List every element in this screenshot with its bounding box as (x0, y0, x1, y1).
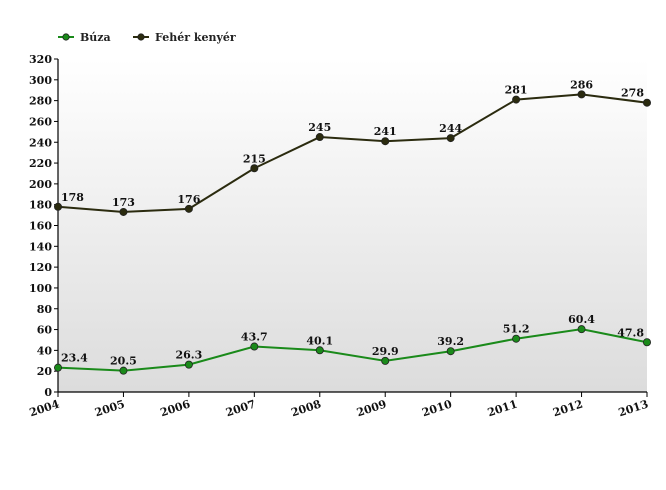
data-label: 278 (621, 87, 644, 100)
x-tick-label: 2013 (617, 397, 650, 419)
data-point (446, 134, 455, 143)
y-tick-label: 120 (29, 261, 52, 274)
data-point (54, 363, 63, 372)
data-label: 43.7 (241, 331, 268, 344)
data-point (184, 204, 193, 213)
data-label: 39.2 (437, 335, 464, 348)
series-line (57, 328, 648, 372)
y-tick-label: 160 (29, 220, 52, 233)
x-tick-label: 2010 (420, 397, 453, 419)
data-label: 20.5 (110, 355, 137, 368)
y-tick-label: 260 (29, 115, 52, 128)
x-tick-label: 2012 (551, 397, 584, 419)
plot-area (58, 59, 647, 392)
series-layer: 23.4 20.5 26.3 43.7 40.1 29.9 39.2 51.2 60.4 47.8… (54, 78, 652, 375)
y-tick-label: 80 (37, 303, 53, 316)
x-tick-label: 2011 (486, 397, 519, 419)
data-label: 173 (112, 196, 135, 209)
data-label: 26.3 (175, 349, 202, 362)
legend: Búza Fehér kenyér (58, 31, 236, 44)
data-label: 215 (243, 152, 266, 165)
data-label: 40.1 (306, 334, 333, 347)
data-point (512, 95, 521, 104)
data-point (119, 207, 128, 216)
legend-label: Fehér kenyér (155, 31, 236, 44)
x-tick-label: 2006 (159, 397, 192, 419)
data-point (643, 338, 652, 347)
x-tick-label: 2005 (93, 397, 126, 419)
data-point (315, 133, 324, 142)
data-point (446, 347, 455, 356)
data-point (250, 164, 259, 173)
x-tick-label: 2004 (28, 397, 61, 419)
y-tick-label: 220 (29, 157, 52, 170)
data-point (577, 90, 586, 99)
y-tick-label: 320 (29, 53, 52, 66)
data-point (381, 356, 390, 365)
x-tick-label: 2007 (224, 397, 257, 419)
legend-item-1: Búza (58, 31, 111, 44)
series-2: 178 173 176 215 245 241 244 281 286 278 (54, 78, 652, 216)
legend-item-2: Fehér kenyér (133, 31, 236, 44)
x-tick-label: 2008 (290, 397, 323, 419)
legend-label: Búza (80, 31, 111, 44)
y-tick-label: 300 (29, 74, 52, 87)
data-point (119, 366, 128, 375)
legend-marker (62, 33, 70, 41)
data-label: 245 (308, 121, 331, 134)
series-1: 23.4 20.5 26.3 43.7 40.1 29.9 39.2 51.2 60.4 47.8 (54, 313, 652, 375)
data-label: 176 (177, 193, 200, 206)
data-label: 281 (505, 84, 528, 97)
data-point (250, 342, 259, 351)
series-line (57, 93, 648, 213)
y-tick-label: 180 (29, 199, 52, 212)
data-point (54, 202, 63, 211)
data-point (512, 334, 521, 343)
y-tick-label: 20 (37, 365, 53, 378)
data-label: 60.4 (568, 313, 595, 326)
data-label: 51.2 (503, 323, 530, 336)
x-tick-label: 2009 (355, 397, 388, 419)
y-tick-label: 280 (29, 95, 52, 108)
data-label: 244 (439, 122, 462, 135)
data-point (577, 325, 586, 334)
data-point (315, 346, 324, 355)
y-tick-label: 240 (29, 136, 52, 149)
data-label: 286 (570, 78, 593, 91)
y-tick-label: 0 (44, 386, 52, 399)
y-tick-label: 200 (29, 178, 52, 191)
data-point (381, 137, 390, 146)
legend-marker (137, 33, 145, 41)
y-tick-label: 140 (29, 240, 52, 253)
y-tick-label: 60 (37, 324, 53, 337)
data-label: 23.4 (61, 352, 88, 365)
data-point (184, 360, 193, 369)
data-point (643, 98, 652, 107)
y-tick-label: 40 (37, 344, 53, 357)
data-label: 47.8 (617, 326, 644, 339)
y-tick-label: 100 (29, 282, 52, 295)
data-label: 178 (61, 191, 84, 204)
data-label: 29.9 (372, 345, 399, 358)
data-label: 241 (374, 125, 397, 138)
